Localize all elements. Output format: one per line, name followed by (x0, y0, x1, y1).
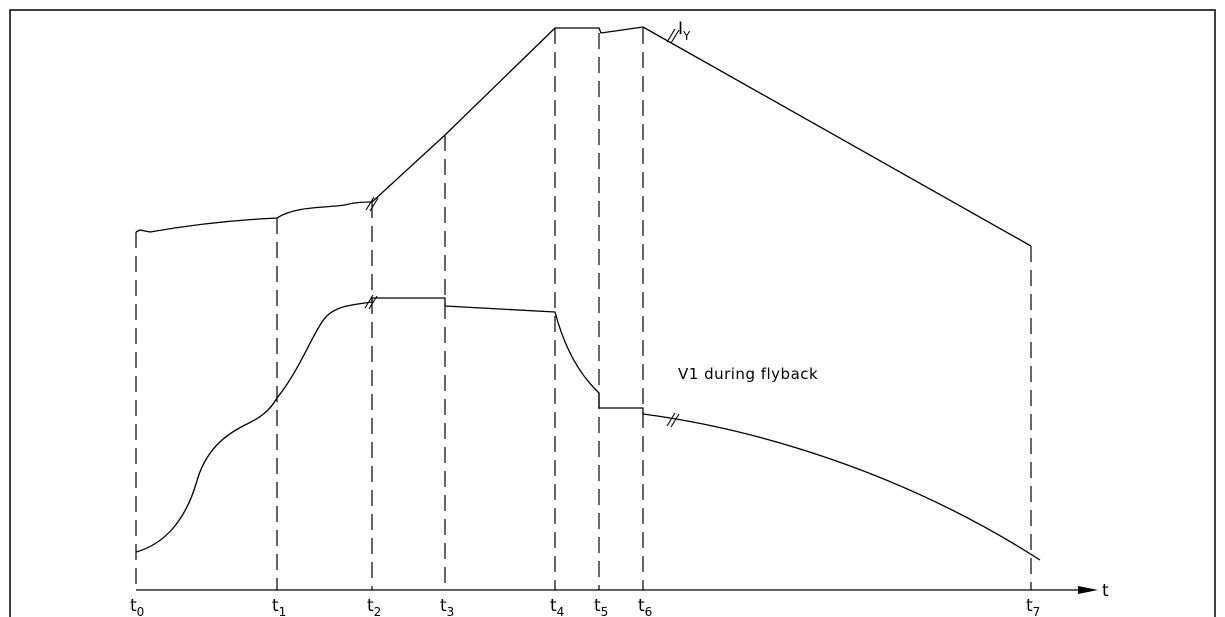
iy-curve (135, 26, 1032, 247)
iy-label: IY (678, 19, 691, 43)
break-mark-v1-t2 (364, 294, 378, 310)
break-mark-v1-t6 (666, 412, 680, 428)
tick-labels: t0 t1 t2 t3 t4 t5 t6 t7 (130, 596, 1040, 617)
v1-flyback-label: V1 during flyback (678, 365, 818, 383)
time-axis-label: t (1102, 581, 1109, 601)
break-mark-iy-t6 (666, 28, 680, 44)
tick-label-t0: t0 (130, 596, 144, 617)
tick-label-t4: t4 (550, 596, 564, 617)
tick-label-t3: t3 (440, 596, 454, 617)
time-guides (135, 28, 1032, 590)
tick-label-t2: t2 (367, 596, 381, 617)
tick-label-t6: t6 (638, 596, 652, 617)
time-axis-arrow (1078, 586, 1098, 594)
break-marks (364, 28, 680, 428)
v1-curve (135, 297, 1041, 561)
tick-label-t5: t5 (594, 596, 608, 617)
diagram-frame (9, 9, 1216, 617)
tick-label-t7: t7 (1026, 596, 1040, 617)
tick-label-t1: t1 (272, 596, 286, 617)
break-mark-iy-t2 (365, 196, 379, 212)
